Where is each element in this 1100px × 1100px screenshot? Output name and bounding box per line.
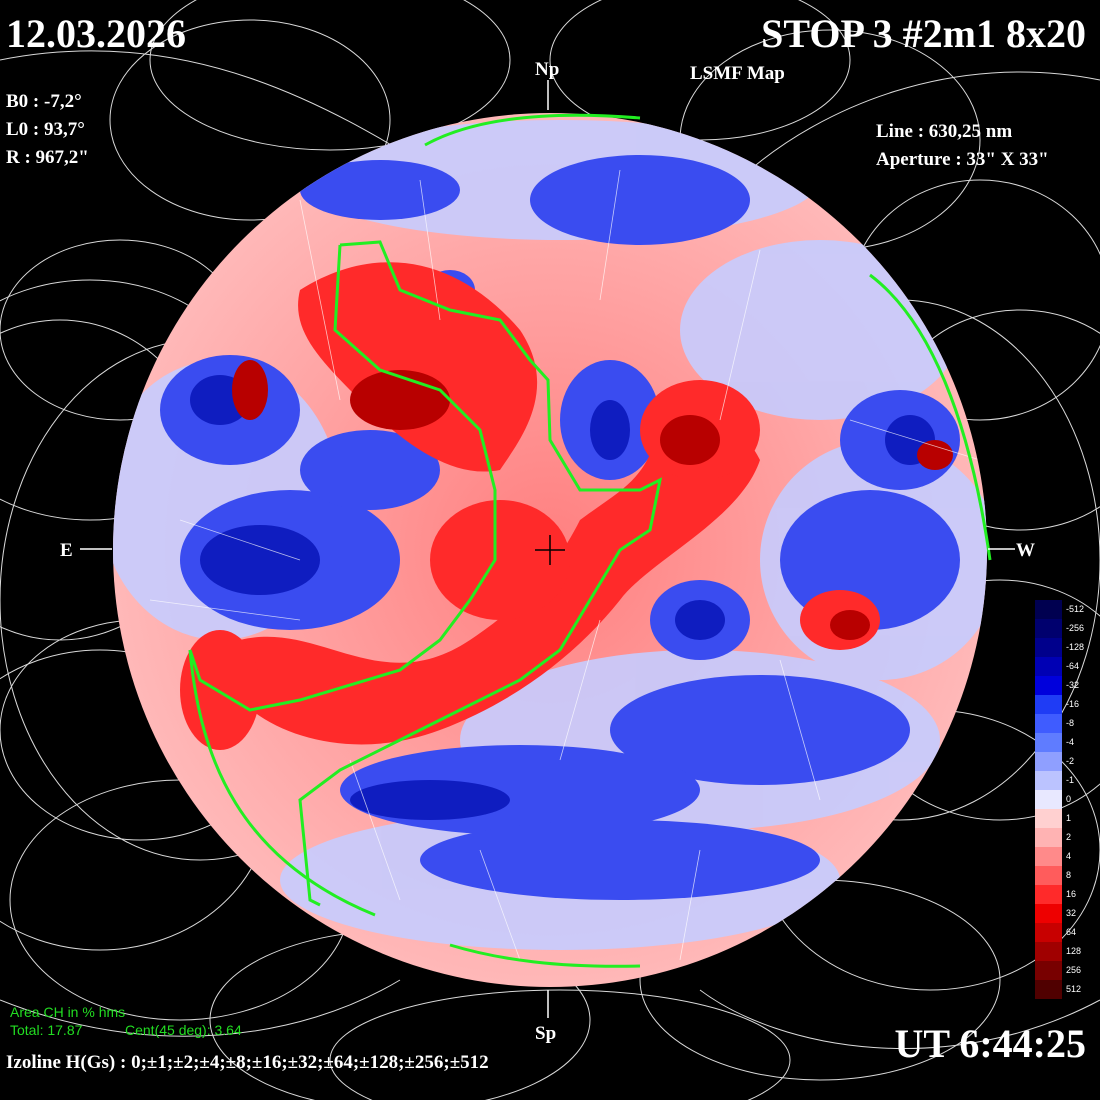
aperture: Aperture : 33" X 33" <box>876 149 1049 170</box>
colorbar <box>1035 600 1062 999</box>
colorbar-swatch <box>1035 885 1062 904</box>
coronal-hole-boundaries <box>188 113 992 968</box>
colorbar-swatch <box>1035 619 1062 638</box>
colorbar-tick-label: 512 <box>1066 984 1082 994</box>
line-wavelength: Line : 630,25 nm <box>876 121 1013 142</box>
observation-date: 12.03.2026 <box>6 11 186 56</box>
colorbar-swatch <box>1035 980 1062 999</box>
colorbar-tick-label: 1 <box>1066 813 1072 823</box>
colorbar-tick-label: 256 <box>1066 965 1082 975</box>
colorbar-swatch <box>1035 942 1062 961</box>
map-label: LSMF Map <box>690 63 785 84</box>
colorbar-tick-label: -32 <box>1066 680 1080 690</box>
observation-title: STOP 3 #2m1 8x20 <box>761 11 1086 56</box>
colorbar-swatch <box>1035 676 1062 695</box>
colorbar-swatch <box>1035 809 1062 828</box>
west-label: W <box>1016 540 1035 561</box>
colorbar-tick-label: 64 <box>1066 927 1077 937</box>
colorbar-swatch <box>1035 847 1062 866</box>
colorbar-tick-label: -64 <box>1066 661 1080 671</box>
ch-total: Total: 17.87 <box>10 1022 83 1038</box>
colorbar-swatch <box>1035 695 1062 714</box>
colorbar-swatch <box>1035 657 1062 676</box>
east-label: E <box>60 540 73 561</box>
colorbar-tick-label: -256 <box>1066 623 1085 633</box>
colorbar-swatch <box>1035 733 1062 752</box>
center-cross <box>535 535 565 565</box>
north-pole-label: Np <box>535 59 560 80</box>
colorbar-tick-label: 16 <box>1066 889 1077 899</box>
param-b0: B0 : -7,2° <box>6 91 82 112</box>
colorbar-swatch <box>1035 714 1062 733</box>
ut-time: UT 6:44:25 <box>894 1021 1086 1066</box>
colorbar-tick-label: 128 <box>1066 946 1082 956</box>
colorbar-swatch <box>1035 866 1062 885</box>
izoline-legend: Izoline H(Gs) : 0;±1;±2;±4;±8;±16;±32;±6… <box>6 1052 489 1073</box>
colorbar-swatch <box>1035 600 1062 619</box>
colorbar-tick-label: 2 <box>1066 832 1072 842</box>
colorbar-tick-label: 8 <box>1066 870 1072 880</box>
ch-heading: Area CH in % hms <box>10 1004 126 1020</box>
colorbar-tick-label: -8 <box>1066 718 1075 728</box>
colorbar-tick-label: -16 <box>1066 699 1080 709</box>
colorbar-swatch <box>1035 771 1062 790</box>
colorbar-swatch <box>1035 961 1062 980</box>
colorbar-tick-label: -512 <box>1066 604 1085 614</box>
colorbar-swatch <box>1035 828 1062 847</box>
colorbar-tick-label: -2 <box>1066 756 1075 766</box>
colorbar-swatch <box>1035 923 1062 942</box>
param-l0: L0 : 93,7° <box>6 119 85 140</box>
colorbar-tick-label: -1 <box>1066 775 1075 785</box>
colorbar-tick-label: 32 <box>1066 908 1077 918</box>
param-r: R : 967,2" <box>6 147 89 168</box>
south-pole-label: Sp <box>535 1023 557 1044</box>
colorbar-tick-label: 4 <box>1066 851 1072 861</box>
ch-central: Cent(45 deg): 3.64 <box>125 1022 242 1038</box>
colorbar-swatch <box>1035 790 1062 809</box>
colorbar-swatch <box>1035 638 1062 657</box>
colorbar-tick-label: 0 <box>1066 794 1072 804</box>
colorbar-swatch <box>1035 904 1062 923</box>
colorbar-tick-label: -128 <box>1066 642 1085 652</box>
colorbar-swatch <box>1035 752 1062 771</box>
colorbar-tick-label: -4 <box>1066 737 1075 747</box>
